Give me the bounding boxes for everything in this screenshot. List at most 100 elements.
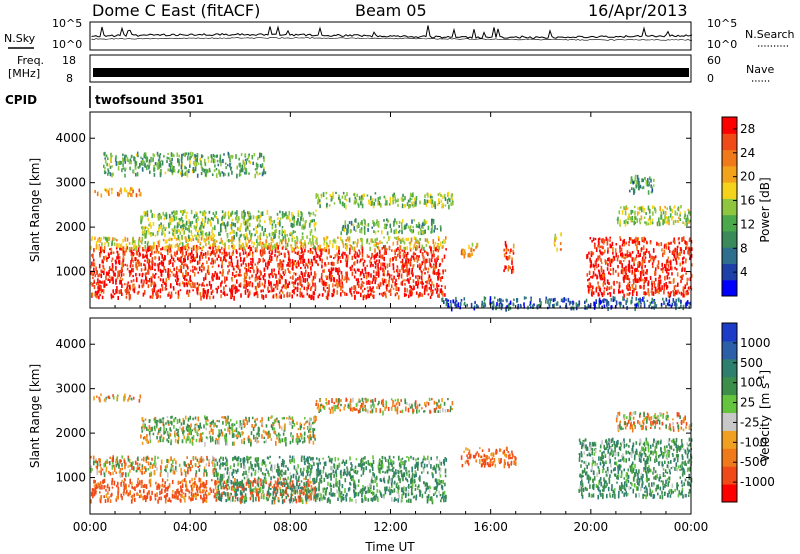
- power-echo-cell: [303, 258, 306, 263]
- power-echo-cell: [410, 272, 413, 275]
- power-echo-cell: [436, 282, 438, 288]
- power-echo-cell: [688, 220, 690, 224]
- power-echo-cell: [271, 232, 274, 236]
- power-echo-cell: [245, 280, 248, 285]
- power-echo-cell: [152, 232, 154, 236]
- power-echo-cell: [664, 210, 667, 215]
- power-echo-cell: [396, 265, 399, 268]
- power-echo-cell: [348, 278, 350, 281]
- power-echo-cell: [189, 157, 191, 160]
- power-echo-cell: [213, 274, 215, 278]
- power-echo-cell: [170, 152, 173, 157]
- power-echo-cell: [173, 251, 176, 257]
- power-echo-cell: [227, 172, 230, 177]
- power-echo-cell: [325, 295, 328, 299]
- power-echo-cell: [337, 270, 339, 275]
- power-echo-cell: [193, 157, 195, 160]
- power-echo-cell: [431, 253, 433, 257]
- power-echo-cell: [355, 218, 357, 223]
- power-echo-cell: [353, 268, 356, 272]
- power-echo-cell: [135, 172, 137, 177]
- power-echo-cell: [289, 271, 291, 274]
- velocity-echo-cell: [206, 455, 208, 459]
- power-echo-cell: [417, 277, 419, 283]
- power-echo-cell: [509, 251, 511, 254]
- power-echo-cell: [110, 260, 113, 263]
- velocity-echo-cell: [93, 484, 96, 487]
- power-echo-cell: [134, 286, 136, 290]
- velocity-echo-cell: [212, 490, 215, 494]
- power-echo-cell: [141, 215, 144, 219]
- power-echo-cell: [378, 201, 381, 206]
- power-echo-cell: [141, 225, 144, 230]
- power-echo-cell: [416, 245, 418, 251]
- nsky-trace: [91, 25, 693, 39]
- power-echo-cell: [587, 279, 589, 282]
- velocity-echo-cell: [209, 492, 211, 495]
- velocity-echo-cell: [249, 496, 252, 501]
- power-echo-cell: [245, 168, 247, 171]
- velocity-echo-cell: [154, 464, 157, 468]
- power-echo-cell: [108, 237, 111, 241]
- power-echo-cell: [232, 222, 235, 227]
- power-echo-cell: [622, 296, 624, 301]
- power-echo-cell: [249, 238, 252, 242]
- power-echo-cell: [138, 252, 141, 256]
- velocity-echo-cell: [121, 495, 123, 501]
- power-echo-cell: [104, 167, 106, 170]
- power-echo-cell: [146, 226, 148, 229]
- velocity-echo-cell: [143, 489, 145, 494]
- power-echo-cell: [344, 276, 347, 280]
- power-echo-cell: [141, 284, 144, 289]
- power-echo-cell: [260, 165, 263, 169]
- power-echo-cell: [357, 291, 360, 294]
- power-echo-cell: [339, 201, 342, 205]
- power-echo-cell: [368, 200, 370, 205]
- power-echo-cell: [421, 223, 424, 227]
- power-echo-cell: [653, 300, 655, 303]
- power-echo-cell: [194, 228, 197, 231]
- power-echo-cell: [359, 228, 361, 233]
- power-echo-cell: [670, 260, 672, 266]
- velocity-echo-cell: [104, 460, 107, 464]
- power-echo-cell: [592, 274, 595, 278]
- power-echo-cell: [283, 213, 286, 218]
- power-echo-cell: [628, 270, 631, 273]
- power-echo-cell: [439, 288, 442, 293]
- power-echo-cell: [622, 290, 624, 294]
- power-echo-cell: [258, 214, 260, 219]
- power-echo-cell: [312, 275, 315, 281]
- velocity-echo-cell: [115, 463, 118, 468]
- power-echo-cell: [192, 289, 194, 292]
- power-echo-cell: [269, 220, 271, 225]
- power-echo-cell: [184, 236, 187, 240]
- velocity-echo-cell: [184, 478, 186, 483]
- power-echo-cell: [259, 240, 261, 244]
- power-echo-cell: [360, 283, 363, 288]
- power-echo-cell: [322, 281, 325, 286]
- power-echo-cell: [144, 272, 147, 276]
- power-echo-cell: [376, 237, 378, 241]
- velocity-echo-cell: [145, 458, 148, 464]
- power-echo-cell: [361, 243, 363, 246]
- power-echo-cell: [450, 306, 453, 312]
- power-echo-cell: [421, 272, 423, 276]
- power-echo-cell: [643, 258, 646, 262]
- power-echo-cell: [238, 162, 241, 167]
- power-echo-cell: [597, 244, 600, 247]
- power-echo-cell: [431, 218, 433, 224]
- power-echo-cell: [157, 159, 160, 165]
- power-echo-cell: [280, 265, 283, 268]
- power-echo-cell: [123, 158, 126, 162]
- power-echo-cell: [132, 274, 134, 278]
- power-echo-cell: [670, 304, 673, 308]
- power-echo-cell: [664, 266, 667, 272]
- velocity-echo-cell: [183, 461, 186, 466]
- power-echo-cell: [245, 170, 247, 175]
- power-echo-cell: [656, 221, 659, 227]
- power-echo-cell: [457, 302, 460, 308]
- power-echo-cell: [147, 269, 149, 275]
- power-echo-cell: [247, 262, 250, 267]
- power-echo-cell: [98, 263, 101, 269]
- power-echo-cell: [306, 235, 308, 239]
